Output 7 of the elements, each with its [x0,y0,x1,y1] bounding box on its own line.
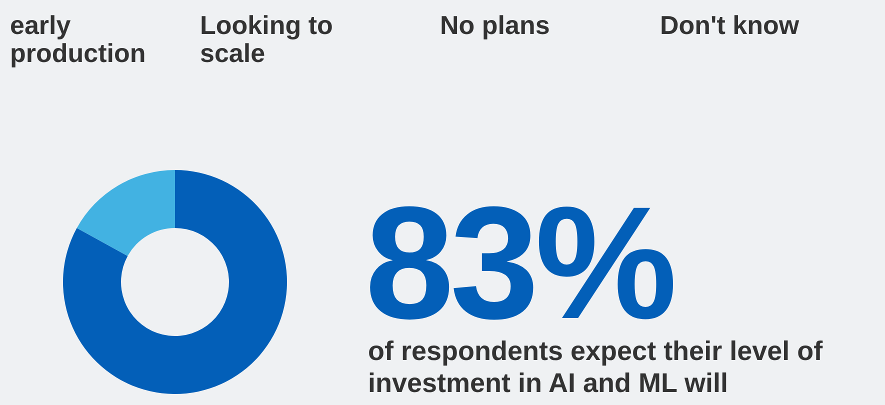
text: early production [10,10,146,68]
text: No plans [440,10,550,40]
text: of respondents expect their level of investment in AI and ML will [368,336,824,398]
text: Looking to scale [200,10,333,68]
donut-slice [63,170,287,394]
donut-slice [76,170,175,256]
text: Don't know [660,10,800,40]
